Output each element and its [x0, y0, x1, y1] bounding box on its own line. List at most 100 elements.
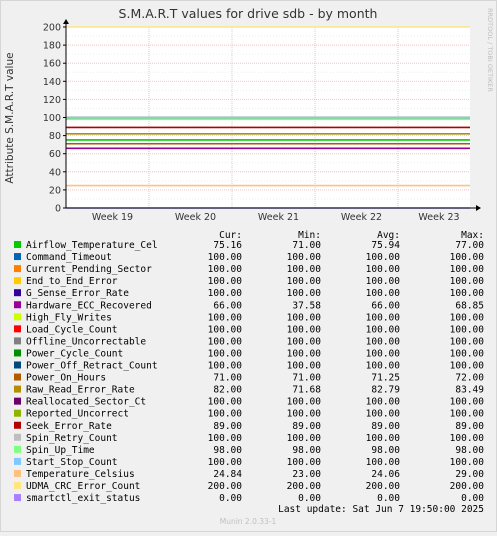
y-tick-label: 160 [43, 59, 61, 70]
legend-value: 0.00 [377, 493, 400, 504]
y-tick-label: 180 [43, 41, 61, 52]
legend-series-name: Command_Timeout [26, 252, 112, 263]
munin-footer: Munin 2.0.33-1 [220, 517, 277, 526]
y-tick-label: 80 [49, 131, 61, 142]
legend-series-name: Start_Stop_Count [26, 457, 118, 468]
legend-swatch [14, 433, 21, 441]
legend-swatch [14, 265, 21, 273]
legend-value: 0.00 [298, 493, 321, 504]
y-tick-label: 40 [49, 167, 61, 178]
legend-value: 100.00 [208, 336, 243, 347]
legend-value: 100.00 [366, 252, 401, 263]
legend-series-name: End_to_End_Error [26, 276, 118, 287]
legend-value: 100.00 [450, 288, 485, 299]
legend-swatch [14, 349, 21, 357]
legend-value: 89.00 [213, 421, 242, 432]
y-tick-label: 20 [49, 185, 61, 196]
x-tick-label: Week 22 [341, 212, 382, 223]
legend-swatch [14, 397, 21, 405]
legend-series-name: Reallocated_Sector_Ct [26, 397, 146, 408]
legend-value: 100.00 [450, 397, 485, 408]
legend-swatch [14, 277, 21, 285]
legend-swatch [14, 494, 21, 502]
legend-value: 100.00 [287, 264, 322, 275]
legend-value: 100.00 [208, 433, 243, 444]
watermark: RRDTOOL / TOBI OETIKER [486, 8, 494, 92]
y-tick-label: 140 [43, 77, 61, 88]
legend-value: 100.00 [366, 324, 401, 335]
x-tick-label: Week 19 [92, 212, 133, 223]
legend-value: 100.00 [208, 409, 243, 420]
legend-swatch [14, 385, 21, 393]
legend-value: 100.00 [287, 409, 322, 420]
legend-value: 100.00 [287, 276, 322, 287]
legend-value: 71.00 [213, 373, 242, 384]
legend-value: 98.00 [213, 445, 242, 456]
legend-value: 37.58 [292, 300, 321, 311]
y-axis-arrow [63, 19, 69, 24]
legend-value: 100.00 [208, 324, 243, 335]
legend-value: 75.16 [213, 240, 242, 251]
legend-value: 71.00 [292, 373, 321, 384]
legend-value: 100.00 [287, 348, 322, 359]
legend-value: 24.06 [371, 469, 400, 480]
legend-series-name: Seek_Error_Rate [26, 421, 112, 432]
legend-swatch [14, 409, 21, 417]
legend-value: 100.00 [366, 409, 401, 420]
legend-swatch [14, 253, 21, 261]
legend-value: 98.00 [455, 445, 484, 456]
legend-value: 100.00 [366, 433, 401, 444]
y-tick-label: 120 [43, 95, 61, 106]
legend-value: 100.00 [450, 433, 485, 444]
legend-series-name: Load_Cycle_Count [26, 324, 118, 335]
legend-value: 100.00 [366, 336, 401, 347]
y-ticks: 0 20 40 60 80 100 120 140 160 180 200 [43, 23, 66, 215]
legend-series-name: Raw_Read_Error_Rate [26, 385, 135, 396]
legend-value: 100.00 [450, 336, 485, 347]
legend-value: 98.00 [292, 445, 321, 456]
legend-series-name: Current_Pending_Sector [26, 264, 152, 275]
legend-swatch [14, 469, 21, 477]
legend-swatch [14, 325, 21, 333]
legend-value: 100.00 [366, 397, 401, 408]
legend-value: 200.00 [366, 481, 401, 492]
legend-swatch [14, 421, 21, 429]
legend-value: 200.00 [208, 481, 243, 492]
legend-value: 29.00 [455, 469, 484, 480]
legend-value: 100.00 [450, 361, 485, 372]
legend-value: 66.00 [213, 300, 242, 311]
legend-value: 100.00 [366, 264, 401, 275]
legend-column-header: Max: [461, 230, 484, 241]
legend-swatch [14, 445, 21, 453]
legend-value: 100.00 [208, 361, 243, 372]
legend-series-name: Airflow_Temperature_Cel [26, 240, 158, 251]
legend-series-name: Power_Cycle_Count [26, 348, 123, 359]
legend-value: 200.00 [287, 481, 322, 492]
legend-value: 83.49 [455, 385, 484, 396]
x-tick-label: Week 20 [175, 212, 216, 223]
legend-swatch [14, 373, 21, 381]
legend-value: 82.00 [213, 385, 242, 396]
legend-value: 100.00 [450, 252, 485, 263]
legend-value: 100.00 [208, 288, 243, 299]
legend-value: 100.00 [450, 324, 485, 335]
legend-value: 100.00 [208, 397, 243, 408]
legend-value: 100.00 [366, 348, 401, 359]
legend-value: 82.79 [371, 385, 400, 396]
legend-series-name: Power_Off_Retract_Count [26, 361, 158, 372]
legend-value: 100.00 [366, 276, 401, 287]
legend-value: 89.00 [292, 421, 321, 432]
legend-value: 100.00 [366, 361, 401, 372]
legend-swatch [14, 482, 21, 489]
legend-series-name: UDMA_CRC_Error_Count [26, 481, 140, 492]
y-tick-label: 200 [43, 23, 61, 34]
legend-value: 100.00 [450, 312, 485, 323]
legend-series-name: smartctl_exit_status [26, 493, 140, 504]
legend-value: 98.00 [371, 445, 400, 456]
legend-value: 0.00 [219, 493, 242, 504]
legend-value: 23.00 [292, 469, 321, 480]
chart-title: S.M.A.R.T values for drive sdb - by mont… [119, 6, 378, 21]
legend-series-name: Spin_Up_Time [26, 445, 95, 456]
legend-value: 100.00 [450, 409, 485, 420]
